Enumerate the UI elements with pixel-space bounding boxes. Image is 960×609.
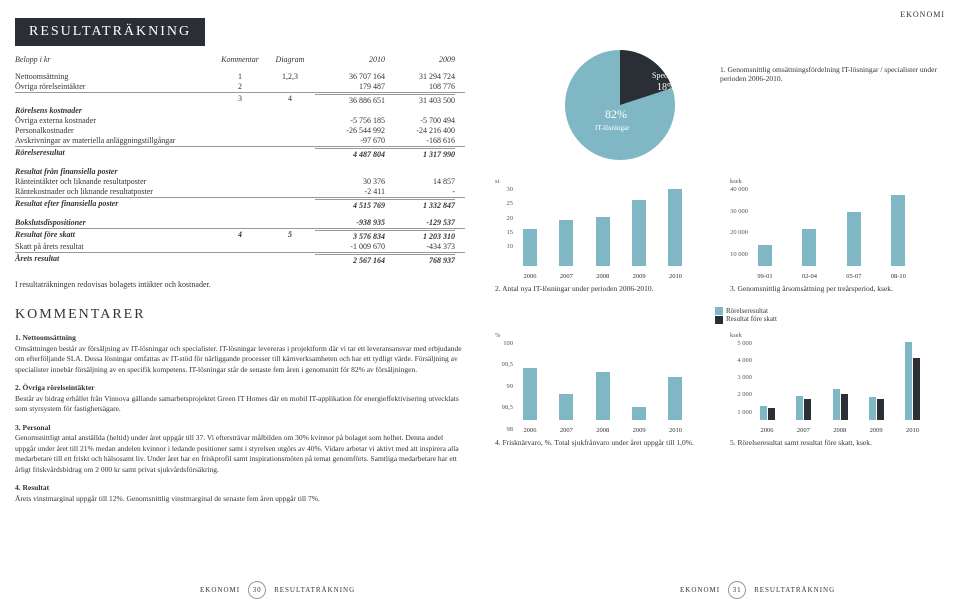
- bar: [668, 189, 682, 266]
- table-row: Resultat efter finansiella poster4 515 7…: [15, 197, 465, 210]
- kommentarer-heading: KOMMENTARER: [15, 307, 465, 323]
- page-num-r: 31: [728, 581, 746, 599]
- left-footer: EKONOMI 30 RESULTATRÄKNING: [200, 581, 355, 599]
- chart4-note: 4. Frisknärvaro, %. Total sjukfrånvaro u…: [495, 438, 710, 447]
- table-row: Rörelseresultat4 487 8041 317 990: [15, 146, 465, 159]
- footer-ekonomi-l: EKONOMI: [200, 586, 240, 594]
- bar: [760, 406, 767, 420]
- table-row: Årets resultat2 567 164768 937: [15, 252, 465, 265]
- right-footer: EKONOMI 31 RESULTATRÄKNING: [680, 581, 835, 599]
- th-kommentar: Kommentar: [215, 55, 265, 64]
- bar: [913, 358, 920, 420]
- table-row: Nettoomsättning11,2,336 707 16431 294 72…: [15, 72, 465, 81]
- th-diagram: Diagram: [265, 55, 315, 64]
- pie-chart: Specialister 18% 82% IT-lösningar: [555, 40, 685, 170]
- bar: [796, 396, 803, 420]
- bar: [596, 217, 610, 266]
- page-title: RESULTATRÄKNING: [15, 18, 205, 46]
- bar: [758, 245, 772, 267]
- table-header: Belopp i kr Kommentar Diagram 2010 2009: [15, 55, 465, 64]
- bar: [802, 229, 816, 266]
- bar: [632, 200, 646, 266]
- bar: [841, 394, 848, 420]
- bar: [559, 220, 573, 266]
- table-row: Rörelsens kostnader: [15, 106, 465, 115]
- bar: [833, 389, 840, 420]
- th-2009: 2009: [385, 55, 455, 64]
- pie-spec-label: Specialister: [652, 71, 685, 80]
- bar: [523, 229, 537, 266]
- page-header-corner: EKONOMI: [900, 10, 945, 19]
- kommentar-para: 4. ResultatÅrets vinstmarginal uppgår ti…: [15, 483, 465, 504]
- footer-section-r: RESULTATRÄKNING: [754, 586, 835, 594]
- income-statement-table: Nettoomsättning11,2,336 707 16431 294 72…: [15, 72, 465, 265]
- chart-2: st101520253020062007200820092010: [495, 180, 695, 280]
- bar: [869, 397, 876, 419]
- pie-it-label: IT-lösningar: [595, 124, 630, 132]
- bar: [668, 377, 682, 420]
- chart1-note: 1. Genomsnittlig omsättningsfördelning I…: [720, 65, 940, 83]
- legend-sq-rorelse: [715, 307, 723, 315]
- table-row: Avskrivningar av materiella anläggningst…: [15, 136, 465, 145]
- kommentarer-body: 1. NettoomsättningOmsättningen består av…: [15, 333, 465, 504]
- bar: [596, 372, 610, 419]
- bar: [891, 195, 905, 266]
- bar: [847, 212, 861, 266]
- chart2-note: 2. Antal nya IT-lösningar under perioden…: [495, 284, 710, 293]
- table-row: Ränteintäkter och liknande resultatposte…: [15, 177, 465, 186]
- bar: [523, 368, 537, 420]
- table-row: 3436 886 65131 403 500: [15, 92, 465, 105]
- bar: [559, 394, 573, 420]
- bar: [905, 342, 912, 419]
- page-num-l: 30: [248, 581, 266, 599]
- table-row: Skatt på årets resultat-1 009 670-434 37…: [15, 242, 465, 251]
- kommentar-para: 3. PersonalGenomsnittligt antal anställd…: [15, 423, 465, 476]
- legend-sq-resultat: [715, 316, 723, 324]
- table-row: Övriga rörelseintäkter2179 487108 776: [15, 82, 465, 91]
- table-row: Räntekostnader och liknande resultatpost…: [15, 187, 465, 196]
- footer-ekonomi-r: EKONOMI: [680, 586, 720, 594]
- pie-it-pct: 82%: [605, 107, 627, 121]
- bar: [804, 399, 811, 420]
- bar: [768, 408, 775, 420]
- chart5-legend: Rörelseresultat Resultat före skatt: [715, 307, 945, 324]
- legend-resultat: Resultat före skatt: [726, 315, 777, 323]
- table-row: Resultat före skatt453 576 8341 203 310: [15, 228, 465, 241]
- th-belopp: Belopp i kr: [15, 55, 215, 64]
- table-row: Bokslutsdispositioner-938 935-129 537: [15, 218, 465, 227]
- pie-spec-pct: 18%: [657, 82, 675, 93]
- table-row: Personalkostnader-26 544 992-24 216 400: [15, 126, 465, 135]
- kommentar-para: 2. Övriga rörelseintäkterBestår av bidra…: [15, 383, 465, 415]
- footer-section-l: RESULTATRÄKNING: [274, 586, 355, 594]
- bar: [632, 407, 646, 420]
- chart5-note: 5. Rörelseresultat samt resultat före sk…: [730, 438, 945, 447]
- chart-3: ksek10 00020 00030 00040 00099-0102-0405…: [730, 180, 930, 280]
- bar: [877, 399, 884, 420]
- chart-5: ksek1 0002 0003 0004 0005 00020062007200…: [730, 334, 930, 434]
- kommentar-para: 1. NettoomsättningOmsättningen består av…: [15, 333, 465, 375]
- table-row: Resultat från finansiella poster: [15, 167, 465, 176]
- legend-rorelse: Rörelseresultat: [726, 307, 768, 315]
- th-2010: 2010: [315, 55, 385, 64]
- table-footnote: I resultaträkningen redovisas bolagets i…: [15, 280, 465, 289]
- chart3-note: 3. Genomsnittlig årsomsättning per treår…: [730, 284, 945, 293]
- table-row: Övriga externa kostnader-5 756 185-5 700…: [15, 116, 465, 125]
- chart-4: %9898,59999,510020062007200820092010: [495, 334, 695, 434]
